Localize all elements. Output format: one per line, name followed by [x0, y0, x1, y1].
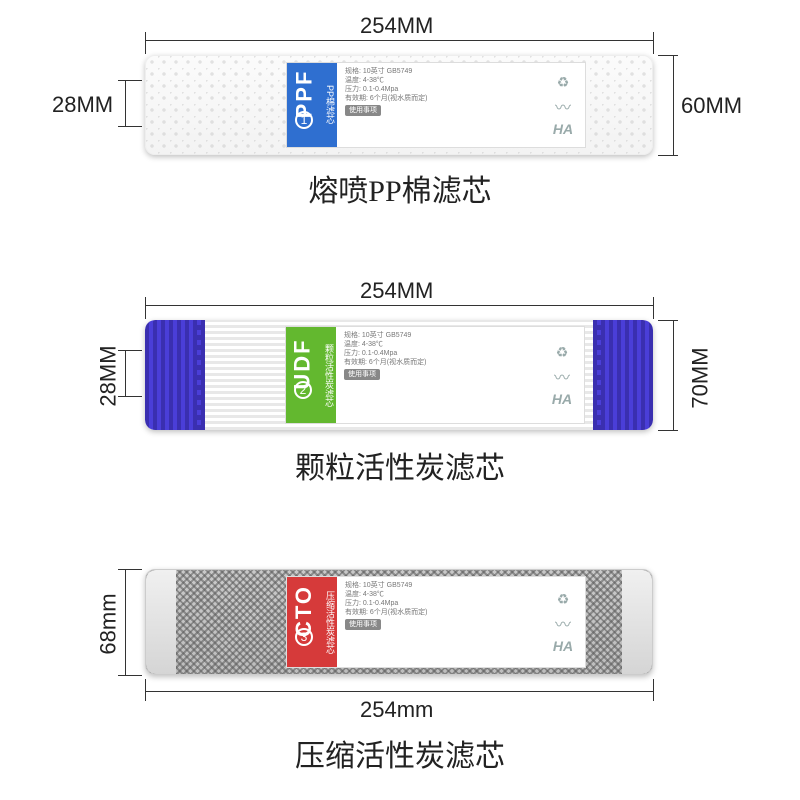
dim-tick: [658, 155, 678, 156]
dim-tick: [145, 679, 146, 701]
dim-tick: [653, 297, 654, 319]
brand-text: HA: [553, 638, 573, 654]
dim-tick: [118, 126, 142, 127]
udf-endcap-left: [145, 320, 205, 430]
dim-height-label: 60MM: [681, 93, 742, 119]
label-stripe-cn: PP棉滤芯: [321, 63, 337, 147]
dim-inner-label: 28MM: [96, 345, 122, 406]
filter-code: UDF: [290, 338, 316, 389]
dim-inner-line: [125, 350, 126, 396]
dim-length-label: 254MM: [360, 278, 433, 304]
wave-icon: 〰: [555, 611, 571, 635]
ppf-cartridge: PPF 1 PP棉滤芯 规格: 10英寸 GB5749 温度: 4-38℃ 压力…: [145, 55, 653, 155]
label-spec: 规格: 10英寸 GB5749 温度: 4-38℃ 压力: 0.1-0.4Mpa…: [336, 327, 540, 423]
dim-length-label: 254MM: [360, 13, 433, 39]
dim-tick: [145, 32, 146, 54]
brand-text: HA: [553, 121, 573, 137]
filter-code: CTO: [291, 585, 317, 637]
cto-label: CTO 3 压缩活性炭滤芯 规格: 10英寸 GB5749 温度: 4-38℃ …: [286, 576, 586, 668]
label-logo: ♻ 〰 HA: [541, 577, 585, 667]
recycle-icon: ♻: [557, 74, 570, 91]
label-stripe-cn: 颗粒活性炭滤芯: [320, 327, 336, 423]
filter-udf: 254MM 70MM 28MM UDF 2 颗粒活性炭滤芯 规格: 10英寸 G…: [0, 275, 800, 525]
dim-height-label: 70MM: [688, 347, 714, 408]
label-stripe: PPF 1: [287, 63, 321, 147]
filter-ppf: 254MM 60MM 28MM PPF 1 PP棉滤芯 规格: 10英寸 GB5…: [0, 10, 800, 260]
dim-tick: [658, 55, 678, 56]
dim-height-label: 68mm: [96, 593, 122, 654]
dim-height-line: [125, 569, 126, 675]
dim-tick: [118, 396, 142, 397]
dim-tick: [118, 675, 142, 676]
wave-icon: 〰: [555, 94, 571, 118]
dim-tick: [118, 350, 142, 351]
ppf-caption: 熔喷PP棉滤芯: [0, 166, 800, 210]
dim-tick: [118, 569, 142, 570]
udf-endcap-right: [593, 320, 653, 430]
cto-endcap-left: [146, 570, 176, 674]
dim-length-label: 254mm: [360, 697, 433, 723]
filter-cn-vert: PP棉滤芯: [321, 85, 337, 124]
udf-cartridge: UDF 2 颗粒活性炭滤芯 规格: 10英寸 GB5749 温度: 4-38℃ …: [145, 320, 653, 430]
filter-code: PPF: [291, 70, 317, 119]
label-spec: 规格: 10英寸 GB5749 温度: 4-38℃ 压力: 0.1-0.4Mpa…: [337, 577, 541, 667]
dim-tick: [118, 80, 142, 81]
cto-caption: 压缩活性炭滤芯: [0, 731, 800, 775]
dim-tick: [658, 320, 678, 321]
wave-icon: 〰: [554, 364, 570, 388]
label-logo: ♻ 〰 HA: [540, 327, 584, 423]
cto-cartridge: CTO 3 压缩活性炭滤芯 规格: 10英寸 GB5749 温度: 4-38℃ …: [145, 569, 653, 675]
label-logo: ♻ 〰 HA: [541, 63, 585, 147]
filter-cn-vert: 颗粒活性炭滤芯: [320, 344, 336, 407]
dim-inner-line: [125, 80, 126, 126]
filter-cn-vert: 压缩活性炭滤芯: [321, 591, 337, 654]
udf-label: UDF 2 颗粒活性炭滤芯 规格: 10英寸 GB5749 温度: 4-38℃ …: [285, 326, 585, 424]
filter-cto: 68mm CTO 3 压缩活性炭滤芯 规格: 10英寸 GB5749 温度: 4…: [0, 545, 800, 795]
label-stripe: UDF 2: [286, 327, 320, 423]
dim-tick: [653, 32, 654, 54]
cto-endcap-right: [622, 570, 652, 674]
label-stripe-cn: 压缩活性炭滤芯: [321, 577, 337, 667]
dim-height-line: [673, 55, 674, 155]
dim-tick: [653, 679, 654, 701]
udf-caption: 颗粒活性炭滤芯: [0, 443, 800, 487]
dim-length-line: [145, 40, 653, 41]
dim-length-line: [145, 691, 653, 692]
recycle-icon: ♻: [556, 344, 569, 361]
label-spec: 规格: 10英寸 GB5749 温度: 4-38℃ 压力: 0.1-0.4Mpa…: [337, 63, 541, 147]
dim-height-line: [673, 320, 674, 430]
dim-tick: [145, 297, 146, 319]
dim-inner-label: 28MM: [52, 92, 113, 118]
recycle-icon: ♻: [557, 591, 570, 608]
brand-text: HA: [552, 391, 572, 407]
ppf-label: PPF 1 PP棉滤芯 规格: 10英寸 GB5749 温度: 4-38℃ 压力…: [286, 62, 586, 148]
label-stripe: CTO 3: [287, 577, 321, 667]
dim-length-line: [145, 305, 653, 306]
dim-tick: [658, 430, 678, 431]
